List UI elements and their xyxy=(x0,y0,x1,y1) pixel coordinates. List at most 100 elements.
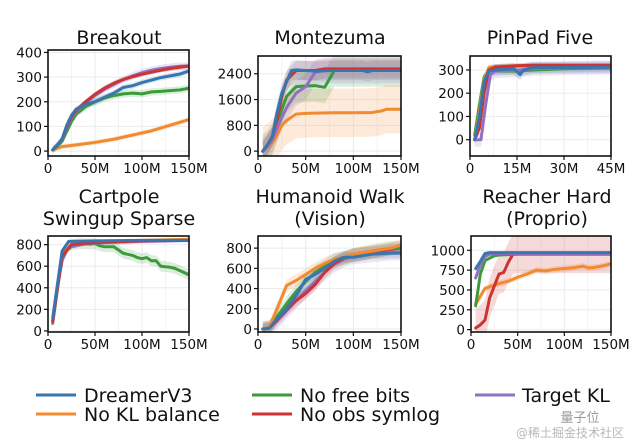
confidence-band-no-free-bits xyxy=(262,56,401,156)
axes-frame xyxy=(47,235,190,333)
panel-title-line2: (Vision) xyxy=(294,208,366,230)
x-tick-label: 100M xyxy=(123,161,160,177)
series-line-no-kl-balance xyxy=(261,107,401,153)
y-tick-label: 600 xyxy=(16,259,42,275)
watermark-line2: @稀土掘金技术社区 xyxy=(516,425,624,440)
series-group xyxy=(51,237,189,329)
series-line-dreamerv3 xyxy=(474,251,611,271)
y-tick-label: 0 xyxy=(33,324,42,340)
legend-label: No free bits xyxy=(300,385,410,407)
panel-title: PinPad Five xyxy=(487,27,593,49)
y-tick-label: 1600 xyxy=(218,93,252,109)
confidence-band-no-kl-balance xyxy=(262,85,401,156)
x-tick-label: 50M xyxy=(503,337,532,353)
axes-frame xyxy=(469,55,612,157)
watermark-line1: 量子位 xyxy=(560,411,599,426)
y-tick-label: 800 xyxy=(226,118,252,134)
panel-pinpad-five: PinPad Five 0 15M 30M 45M 0 100 200 300 xyxy=(438,27,625,177)
x-tick-label: 100M xyxy=(335,337,372,353)
legend-item-no-obs-symlog: No obs symlog xyxy=(252,404,440,426)
panel-title-line2: (Proprio) xyxy=(506,208,588,230)
x-tick-label: 100M xyxy=(123,337,160,353)
confidence-band-target-kl xyxy=(262,57,401,156)
series-line-no-kl-balance xyxy=(261,243,401,331)
series-line-no-kl-balance xyxy=(474,262,611,306)
x-tick-label: 100M xyxy=(546,337,583,353)
y-tick-label: 800 xyxy=(226,241,252,257)
y-tick-label: 400 xyxy=(16,45,42,61)
legend: DreamerV3 No KL balance No free bits No … xyxy=(36,385,610,426)
y-tick-label: 0 xyxy=(243,144,252,160)
y-tick-label: 0 xyxy=(455,133,464,149)
series-group xyxy=(51,62,189,154)
y-tick-label: 0 xyxy=(456,323,465,339)
x-tick-label: 100M xyxy=(335,161,372,177)
legend-item-no-free-bits: No free bits xyxy=(252,385,410,407)
x-tick-label: 0 xyxy=(44,161,53,177)
y-tick-label: 200 xyxy=(438,86,464,102)
panel-humanoid-walk-vision: Humanoid Walk (Vision) 0 50M 100M 150M 0 200 4… xyxy=(226,186,419,353)
series-line-dreamerv3 xyxy=(51,69,189,152)
x-tick-label: 15M xyxy=(503,161,532,177)
axes-frame xyxy=(257,235,402,333)
panel-breakout: Breakout 0 50M 100M 150M 0 100 200 300 400 xyxy=(16,27,207,177)
y-tick-label: 400 xyxy=(16,281,42,297)
axes-frame xyxy=(47,49,190,157)
legend-item-target-kl: Target KL xyxy=(475,385,610,407)
y-tick-label: 0 xyxy=(243,322,252,338)
series-line-dreamerv3 xyxy=(51,238,189,320)
x-tick-label: 50M xyxy=(81,161,110,177)
y-tick-label: 0 xyxy=(33,144,42,160)
legend-label: No obs symlog xyxy=(300,404,440,426)
y-tick-label: 1000 xyxy=(431,243,465,259)
series-group xyxy=(474,236,611,332)
y-tick-label: 300 xyxy=(16,70,42,86)
panel-title-line2: Swingup Sparse xyxy=(43,208,195,230)
x-tick-label: 0 xyxy=(44,337,53,353)
panel-reacher-hard-proprio: Reacher Hard (Proprio) 0 50M 100M 150M 0 250 5… xyxy=(431,186,630,353)
x-tick-label: 150M xyxy=(382,161,419,177)
y-tick-label: 750 xyxy=(439,263,465,279)
legend-label: DreamerV3 xyxy=(84,385,192,407)
x-tick-label: 150M xyxy=(170,161,207,177)
series-line-no-obs-symlog xyxy=(473,63,611,142)
y-tick-label: 2400 xyxy=(218,67,252,83)
series-group xyxy=(261,239,401,332)
axes-frame xyxy=(257,55,402,157)
x-tick-label: 50M xyxy=(291,337,320,353)
series-line-no-kl-balance xyxy=(51,118,189,152)
legend-label: Target KL xyxy=(521,385,610,407)
series-line-dreamerv3 xyxy=(473,65,611,142)
x-tick-label: 0 xyxy=(466,161,475,177)
panel-title: Montezuma xyxy=(274,27,385,49)
x-tick-label: 0 xyxy=(254,161,263,177)
x-tick-label: 150M xyxy=(592,337,629,353)
legend-label: No KL balance xyxy=(84,404,220,426)
legend-item-no-kl-balance: No KL balance xyxy=(36,404,220,426)
panel-montezuma: Montezuma 0 50M 100M 150M 0 800 1600 2400 xyxy=(218,27,420,177)
panel-title-line1: Reacher Hard xyxy=(482,186,611,208)
y-tick-label: 100 xyxy=(438,109,464,125)
panel-cartpole-swingup-sparse: Cartpole Swingup Sparse 0 50M 100M 150M 0 200… xyxy=(16,186,207,353)
y-tick-label: 250 xyxy=(439,303,465,319)
series-group xyxy=(261,56,401,156)
x-tick-label: 45M xyxy=(597,161,626,177)
x-tick-label: 50M xyxy=(81,337,110,353)
series-line-dreamerv3 xyxy=(261,251,401,331)
x-tick-label: 150M xyxy=(382,337,419,353)
y-tick-label: 500 xyxy=(439,283,465,299)
y-tick-label: 200 xyxy=(226,302,252,318)
panel-title-line1: Cartpole xyxy=(79,186,160,208)
y-tick-label: 300 xyxy=(438,63,464,79)
x-tick-label: 0 xyxy=(467,337,476,353)
series-group xyxy=(473,60,611,147)
panel-title: Breakout xyxy=(76,27,161,49)
y-tick-label: 400 xyxy=(226,282,252,298)
legend-item-dreamerv3: DreamerV3 xyxy=(36,385,192,407)
y-tick-label: 600 xyxy=(226,261,252,277)
confidence-band-dreamerv3 xyxy=(52,67,189,153)
watermark: 量子位 @稀土掘金技术社区 xyxy=(516,411,624,440)
panel-title-line1: Humanoid Walk xyxy=(255,186,404,208)
x-tick-label: 30M xyxy=(550,161,579,177)
